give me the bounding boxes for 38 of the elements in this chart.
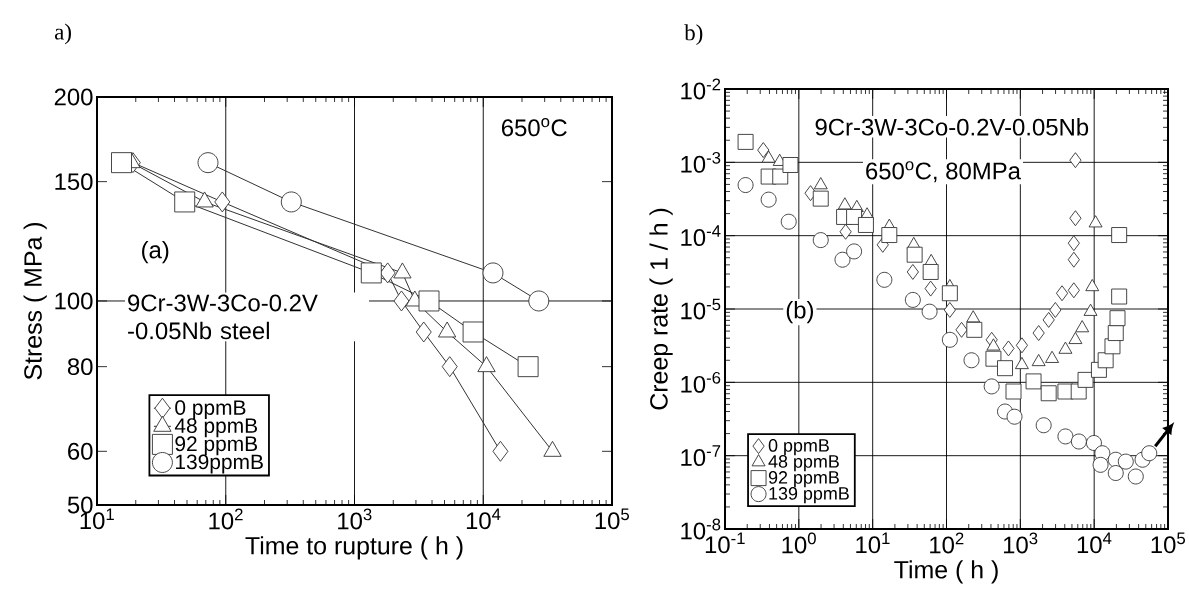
legend-label: 92 ppmB: [768, 471, 839, 488]
y-tick-label: 10$^{-6}$: [681, 371, 721, 393]
x-axis-title: Time ( h ): [894, 560, 998, 584]
x-tick-label: 10$^{4}$: [466, 508, 501, 530]
y-tick-label: 10$^{-5}$: [681, 298, 721, 320]
y-tick-label: 80: [67, 358, 93, 376]
x-tick-label: 10$^{5}$: [595, 508, 630, 530]
x-axis-title: Time to rupture ( h ): [245, 536, 463, 560]
annotation: (b): [786, 300, 814, 324]
annotation: 650$^{o}$C: [501, 118, 567, 137]
chart-title: a): [54, 23, 71, 45]
x-tick-label: 10$^{5}$: [1151, 532, 1186, 554]
y-tick-label: 10$^{-7}$: [681, 445, 721, 467]
x-tick-label: 10$^{2}$: [209, 508, 243, 530]
y-tick-label: 10$^{-3}$: [681, 151, 721, 173]
x-tick-label: 10$^{2}$: [930, 532, 964, 554]
x-tick-label: 10$^{3}$: [1003, 532, 1038, 554]
y-tick-label: 60: [68, 442, 93, 460]
legend-label: 0 ppmB: [768, 439, 829, 456]
x-tick-label: 10$^{3}$: [338, 508, 372, 530]
annotation: 650$^{o}$C, 80MPa: [866, 161, 1021, 183]
y-axis-title: Stress ( MPa ): [23, 222, 47, 380]
x-tick-label: 10$^{0}$: [782, 532, 816, 554]
y-axis-title: Creep rate ( 1 / h ): [649, 208, 673, 410]
annotation: (a): [142, 240, 169, 264]
x-tick-label: 10$^{4}$: [1077, 532, 1112, 554]
legend-label: 48 ppmB: [768, 455, 839, 472]
y-tick-label: 150: [55, 173, 93, 191]
x-tick-label: 10$^{1}$: [856, 532, 890, 554]
y-tick-label: 200: [54, 88, 93, 106]
annotation: 9Cr-3W-3Co-0.2V-0.05Nb: [815, 118, 1089, 136]
y-tick-label: 100: [55, 292, 93, 310]
legend-label: 139ppmB: [175, 454, 263, 474]
legend-label: 139 ppmB: [769, 487, 849, 504]
y-tick-label: 10$^{-4}$: [681, 225, 721, 247]
y-tick-label: 10$^{-2}$: [681, 78, 721, 100]
chart-title: b): [684, 24, 703, 46]
annotation: 9Cr-3W-3Co-0.2V -0.05Nb steel: [128, 294, 318, 340]
